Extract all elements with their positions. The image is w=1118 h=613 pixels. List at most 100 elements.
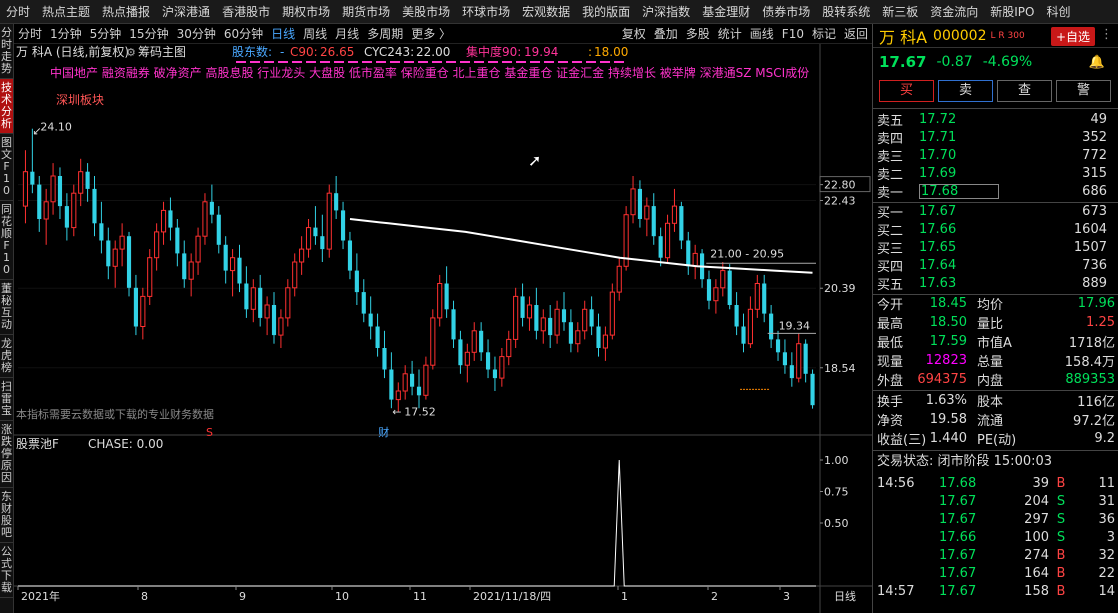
order-price[interactable]: 17.72 [919, 111, 957, 127]
sell-button[interactable]: 卖 [938, 80, 993, 102]
stat-value: 9.2 [1094, 431, 1115, 446]
left-tab[interactable]: 董秘互动 [0, 280, 13, 335]
left-tab[interactable]: 技术分析 [0, 79, 13, 134]
left-tab[interactable]: 涨跌停原因 [0, 421, 13, 488]
tick-count: 31 [1098, 493, 1115, 509]
chart-tool-button[interactable]: 多股 [685, 27, 710, 41]
period-tab[interactable]: 周线 [303, 27, 328, 41]
order-price[interactable]: 17.66 [919, 221, 957, 237]
add-watchlist-button[interactable]: +自选 [1050, 27, 1095, 46]
menu-item[interactable]: 环球市场 [462, 4, 511, 19]
left-tab[interactable]: 图文F10 [0, 134, 13, 201]
left-tab[interactable]: 分时走势 [0, 24, 13, 79]
cursor-icon: ➚ [528, 151, 541, 170]
menu-item[interactable]: 债券市场 [762, 4, 811, 19]
stat-key: 现量 [877, 355, 904, 370]
order-price[interactable]: 17.67 [919, 203, 957, 219]
menu-item[interactable]: 香港股市 [222, 4, 271, 19]
alert-button[interactable]: 警 [1056, 80, 1111, 102]
settings-icon[interactable]: ⚙ [126, 46, 136, 59]
candle-body [258, 287, 263, 318]
menu-item[interactable]: 期货市场 [342, 4, 391, 19]
menu-item[interactable]: 分时 [6, 4, 31, 19]
order-volume: 315 [1082, 165, 1107, 181]
candle-body [37, 184, 42, 219]
menu-item[interactable]: 我的版面 [582, 4, 631, 19]
candle-body [458, 339, 463, 366]
chart-tool-button[interactable]: 叠加 [653, 27, 678, 41]
chart-tool-button[interactable]: 返回 [843, 27, 868, 41]
buy-button[interactable]: 买 [879, 80, 934, 102]
order-price[interactable]: 17.70 [919, 147, 957, 163]
candle-body [340, 210, 346, 241]
menu-item[interactable]: 热点播报 [102, 4, 151, 19]
menu-item[interactable]: 新股IPO [990, 4, 1035, 19]
period-tab[interactable]: 5分钟 [89, 27, 122, 41]
period-tab[interactable]: 月线 [335, 27, 360, 41]
chart-tool-button[interactable]: 统计 [717, 27, 742, 41]
order-row: 买二 17.66 1604 [873, 220, 1118, 239]
menu-item[interactable]: 期权市场 [282, 4, 331, 19]
left-tab[interactable]: 龙虎榜 [0, 335, 13, 378]
dot-mark [764, 388, 767, 390]
dot-mark [749, 388, 752, 390]
order-label: 买五 [877, 277, 904, 293]
menu-item[interactable]: 沪深指数 [642, 4, 691, 19]
period-tab[interactable]: 15分钟 [129, 27, 169, 41]
menu-item[interactable]: 美股市场 [402, 4, 451, 19]
period-tab[interactable]: 更多 〉 [411, 27, 452, 41]
order-price[interactable]: 17.64 [919, 257, 957, 273]
order-row: 买四 17.64 736 [873, 256, 1118, 275]
time-axis-label: 8 [141, 590, 148, 603]
order-price[interactable]: 17.63 [919, 275, 957, 291]
menu-item[interactable]: 股转系统 [822, 4, 871, 19]
candle-body [410, 373, 415, 387]
price-change-pct: -4.69% [982, 54, 1033, 70]
period-tab[interactable]: 日线 [271, 27, 296, 41]
order-price[interactable]: 17.69 [919, 165, 957, 181]
concentration-value: 19.94 [524, 45, 558, 59]
period-tab[interactable]: 分时 [18, 27, 43, 41]
order-price[interactable]: 17.68 [919, 183, 999, 199]
stat-row: 净资 19.58 流通 97.2亿 [873, 410, 1118, 429]
menu-item[interactable]: 沪深港通 [162, 4, 211, 19]
chart-tool-button[interactable]: 画线 [749, 27, 774, 41]
candle-body [762, 283, 767, 314]
menu-item[interactable]: 宏观数据 [522, 4, 571, 19]
stat-key: 换手 [877, 395, 904, 410]
period-tab[interactable]: 1分钟 [50, 27, 82, 41]
query-button[interactable]: 查 [997, 80, 1052, 102]
menu-item[interactable]: 科创 [1046, 4, 1071, 19]
marker-dash [516, 61, 526, 63]
left-tab[interactable]: 同花顺F10 [0, 201, 13, 280]
stat-row: 最高 18.50 量比 1.25 [873, 313, 1118, 332]
menu-icon[interactable]: ⋮ [1100, 27, 1113, 42]
cyc-value: 22.00 [416, 45, 450, 59]
time-axis-label: 2021年 [21, 589, 60, 603]
menu-item[interactable]: 热点主题 [42, 4, 91, 19]
chart-tool-button[interactable]: F10 [781, 26, 804, 41]
period-tab[interactable]: 60分钟 [223, 27, 264, 41]
stat-key: 最高 [877, 317, 904, 332]
chart-tool-button[interactable]: 标记 [811, 27, 836, 41]
order-price[interactable]: 17.65 [919, 239, 957, 255]
menu-item[interactable]: 资金流向 [930, 4, 979, 19]
tick-direction: S [1056, 493, 1066, 509]
bell-icon[interactable]: 🔔 [1088, 54, 1105, 70]
menu-item[interactable]: 新三板 [882, 4, 919, 19]
order-price[interactable]: 17.71 [919, 129, 957, 145]
menu-item[interactable]: 基金理财 [702, 4, 751, 19]
left-tab[interactable]: 公式下载 [0, 543, 13, 598]
stat-row: 换手 1.63% 股本 116亿 [873, 391, 1118, 410]
stat-key: 收益(三) [877, 433, 927, 448]
kline-chart[interactable]: 万 科A (日线,前复权) 筹码主图 股东数: - C90: 26.65 CYC243: 22… [14, 44, 872, 613]
chart-tool-button[interactable]: 复权 [621, 27, 646, 41]
left-tab[interactable]: 东财股吧 [0, 488, 13, 543]
period-tab[interactable]: 多周期 [367, 27, 404, 41]
period-tab[interactable]: 30分钟 [176, 27, 216, 41]
range-annotation: 21.00 - 20.95 [710, 247, 784, 260]
left-tab[interactable]: 扫雷宝 [0, 378, 13, 421]
tick-list[interactable]: 14:56 17.68 39 B 11 17.67 204 S 31 17.67 297 S 36 17.… [873, 474, 1118, 600]
candle-body [651, 206, 656, 237]
